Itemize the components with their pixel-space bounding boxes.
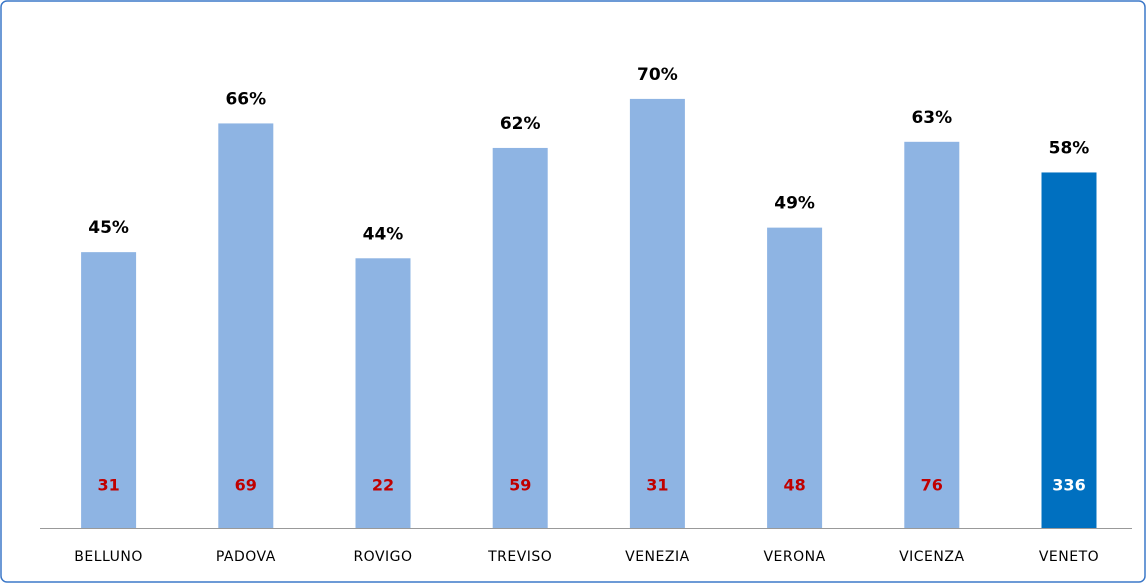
count-label: 59 [509,476,531,495]
value-label: 66% [225,89,266,109]
x-tick-label: TREVISO [487,549,552,565]
bar [492,147,548,528]
x-tick-label: VENEZIA [625,549,690,565]
x-tick-label: VENETO [1039,549,1099,565]
bar [767,227,823,528]
x-tick-label: VICENZA [899,549,964,565]
value-label: 44% [363,224,404,244]
count-label: 48 [783,476,805,495]
x-tick-label: VERONA [763,549,825,565]
value-label: 49% [774,194,815,214]
value-label: 58% [1049,138,1090,158]
count-label: 69 [235,476,257,495]
x-tick-label: BELLUNO [74,549,143,565]
count-label: 22 [372,476,394,495]
bar [629,98,685,529]
count-label: 76 [921,476,943,495]
bar [1041,172,1097,528]
bar [904,141,960,528]
value-label: 70% [637,65,678,85]
count-label: 31 [646,476,668,495]
x-tick-label: ROVIGO [353,549,412,565]
bar [355,258,411,528]
value-label: 62% [500,114,541,134]
x-tick-label: PADOVA [216,549,276,565]
bar [81,252,137,528]
count-label: 336 [1052,476,1085,495]
value-label: 45% [88,218,129,238]
count-label: 31 [97,476,119,495]
bar [218,123,274,529]
value-label: 63% [911,108,952,128]
